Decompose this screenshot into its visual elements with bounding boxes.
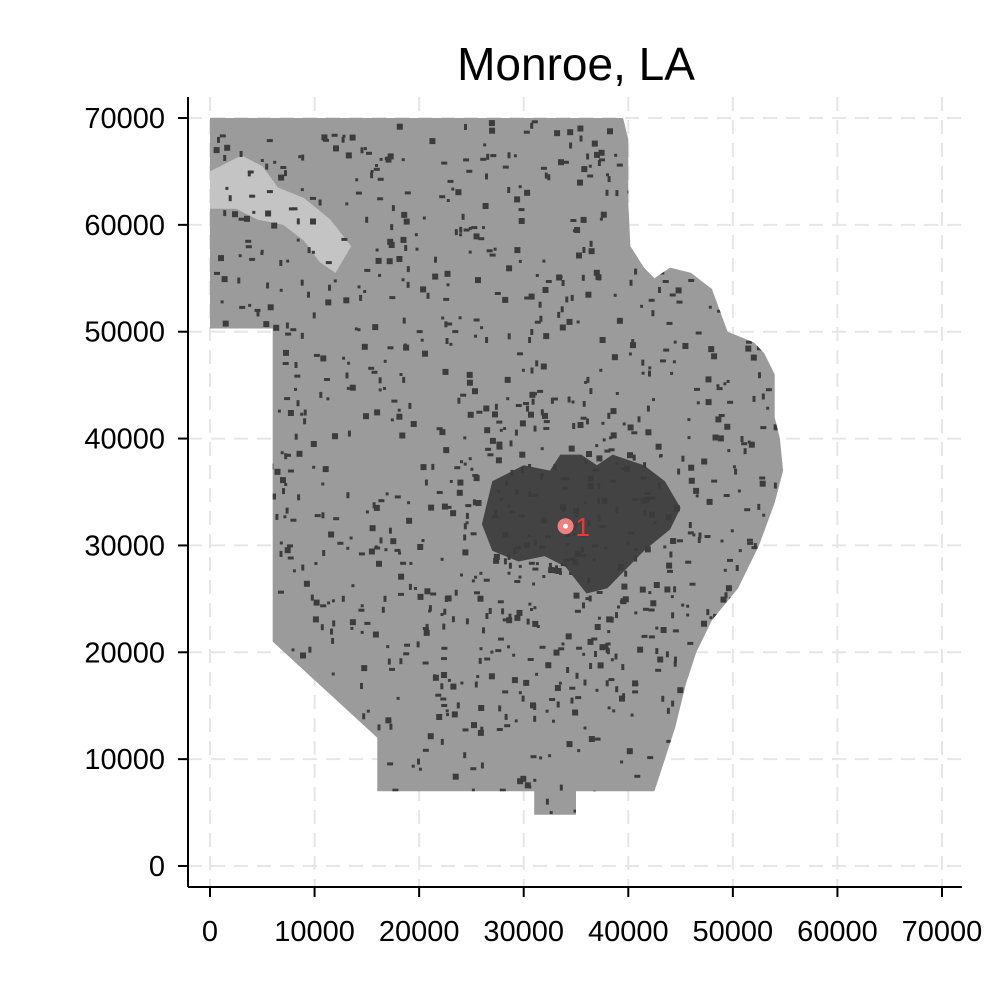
map-point-label: 1: [576, 512, 590, 542]
x-tick-label: 0: [202, 916, 218, 948]
y-tick-label: 10000: [84, 744, 165, 776]
x-tick-label: 50000: [693, 916, 774, 948]
axes: [187, 97, 962, 888]
map-points: 1: [557, 512, 590, 542]
y-tick-label: 50000: [84, 317, 165, 349]
x-tick-label: 40000: [588, 916, 669, 948]
y-tick-label: 0: [149, 851, 165, 883]
y-tick-label: 20000: [84, 637, 165, 669]
x-tick-label: 60000: [797, 916, 878, 948]
urban-core-area: [481, 454, 681, 594]
y-tick-label: 70000: [84, 103, 165, 135]
water-body: [210, 155, 352, 273]
map-point-center: [563, 523, 569, 529]
x-tick-label: 10000: [274, 916, 355, 948]
y-axis-ticks: 0 10000 20000 30000 40000 50000 60000 70000: [84, 103, 188, 883]
x-tick-label: 70000: [902, 916, 983, 948]
y-tick-label: 30000: [84, 530, 165, 562]
x-tick-label: 30000: [483, 916, 564, 948]
y-tick-label: 40000: [84, 424, 165, 456]
chart-title: Monroe, LA: [457, 38, 695, 90]
water-bodies: [210, 155, 352, 273]
y-tick-label: 60000: [84, 210, 165, 242]
x-axis-ticks: 0 10000 20000 30000 40000 50000 60000 70000: [202, 887, 982, 948]
county-land-area: [210, 118, 784, 815]
x-tick-label: 20000: [379, 916, 460, 948]
